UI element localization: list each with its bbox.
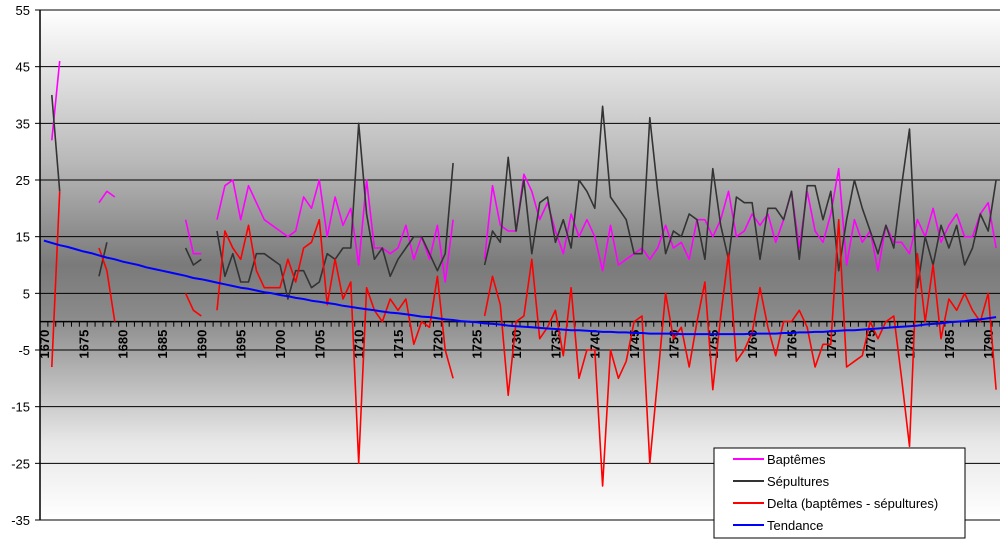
x-tick-label: 1670: [37, 330, 52, 359]
y-tick-label: -15: [11, 400, 30, 415]
x-tick-label: 1785: [942, 330, 957, 359]
series-line-delta: [483, 218, 997, 487]
series-line-baptemes: [483, 167, 997, 272]
x-tick-label: 1765: [784, 330, 799, 359]
legend: Baptêmes Sépultures Delta (baptêmes - sé…: [713, 447, 966, 539]
x-tick-label: 1730: [509, 330, 524, 359]
y-tick-label: 25: [16, 173, 30, 188]
y-tick-label: -35: [11, 513, 30, 528]
series-line-delta: [184, 292, 202, 317]
x-tick-label: 1695: [234, 330, 249, 359]
series-line-baptemes: [51, 60, 61, 141]
y-tick-label: -5: [18, 343, 30, 358]
legend-label-tendance: Tendance: [767, 518, 823, 533]
y-tick-label: 45: [16, 60, 30, 75]
x-tick-label: 1675: [76, 330, 91, 359]
y-tick-label: 15: [16, 230, 30, 245]
series-line-baptemes: [216, 179, 454, 283]
series-line-delta: [216, 218, 454, 465]
series-line-baptemes: [184, 219, 202, 255]
x-tick-label: 1705: [312, 330, 327, 359]
x-tick-label: 1750: [666, 330, 681, 359]
y-tick-label: 35: [16, 116, 30, 131]
x-tick-label: 1685: [155, 330, 170, 359]
x-tick-label: 1680: [116, 330, 131, 359]
x-tick-label: 1700: [273, 330, 288, 359]
y-tick-label: 5: [23, 286, 30, 301]
series-line-sepultures: [483, 105, 997, 289]
legend-label-baptemes: Baptêmes: [767, 452, 826, 467]
x-tick-label: 1690: [194, 330, 209, 359]
legend-label-sepultures: Sépultures: [767, 474, 830, 489]
y-tick-label: -25: [11, 456, 30, 471]
x-tick-label: 1725: [470, 330, 485, 359]
x-tick-label: 1760: [745, 330, 760, 359]
x-tick-label: 1715: [391, 330, 406, 359]
legend-box: [713, 447, 966, 539]
x-tick-label: 1780: [903, 330, 918, 359]
series-line-baptemes: [98, 190, 116, 204]
series-line-sepultures: [51, 94, 61, 192]
y-tick-label: 55: [16, 3, 30, 18]
series-line-sepultures: [184, 247, 202, 266]
legend-label-delta: Delta (baptêmes - sépultures): [767, 496, 938, 511]
y-axis: 55 45 35 25 15 5 -5 -15 -25 -35: [11, 3, 41, 528]
series-line-delta: [51, 191, 61, 368]
series-lines: [43, 60, 997, 487]
x-tick-label: 1740: [588, 330, 603, 359]
series-line-tendance: [43, 239, 997, 336]
x-tick-label: 1720: [430, 330, 445, 359]
plot-area: [40, 10, 1000, 520]
